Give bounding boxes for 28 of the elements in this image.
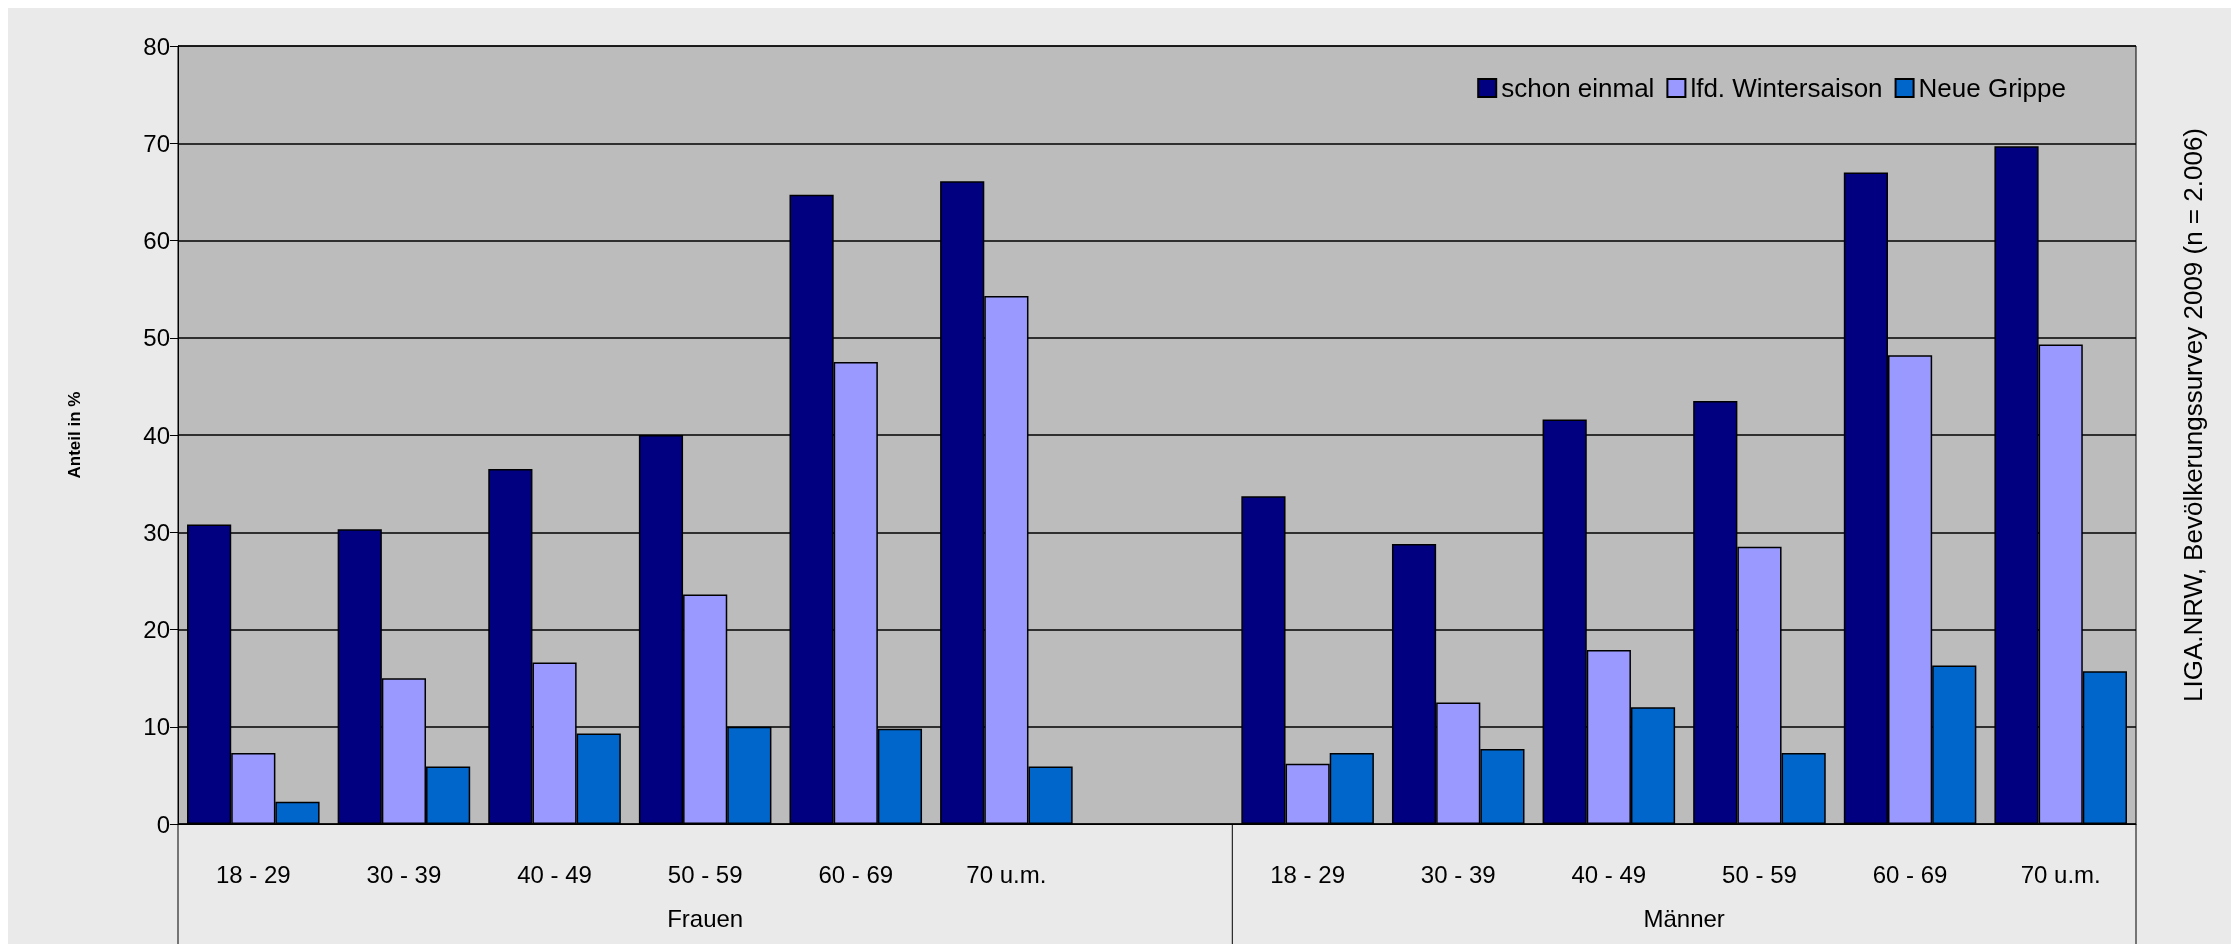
x-tick-label: 60 - 69 xyxy=(818,860,894,888)
y-tick-label: 30 xyxy=(143,518,170,546)
y-tick-label: 80 xyxy=(143,32,170,60)
x-tick-label: 18 - 29 xyxy=(215,860,291,888)
y-tick-label: 60 xyxy=(143,227,170,254)
x-tick-label: 30 - 39 xyxy=(1420,860,1496,888)
y-tick-label: 0 xyxy=(156,810,170,838)
text: Frauen xyxy=(667,904,744,932)
x-tick-label: 50 - 59 xyxy=(1722,860,1797,888)
x-tick-label: 60 - 69 xyxy=(1872,860,1948,888)
x-tick-label: 40 - 49 xyxy=(1571,860,1647,888)
x-tick-label: 70 u.m. xyxy=(966,860,1047,888)
x-tick-label: 70 u.m. xyxy=(2020,860,2101,888)
x-tick-label: 18 - 29 xyxy=(1270,860,1345,888)
text: Männer xyxy=(1643,904,1725,932)
y-axis-title: Anteil in % xyxy=(65,391,84,479)
y-tick-label: 50 xyxy=(143,324,170,352)
y-tick-label: 40 xyxy=(143,421,170,449)
y-tick-label: 10 xyxy=(143,713,170,741)
legend-label: lfd. Wintersaison xyxy=(1690,73,1883,103)
x-tick-label: 40 - 49 xyxy=(517,860,592,888)
x-tick-label: 50 - 59 xyxy=(667,860,743,888)
x-tick-label: 30 - 39 xyxy=(366,860,442,888)
y-tick-label: 20 xyxy=(143,616,170,643)
y-tick-label: 70 xyxy=(143,129,170,157)
legend-label: schon einmal xyxy=(1501,73,1655,103)
text: LIGA.NRW, Bevölkerungssurvey 2009 (n = 2.006) xyxy=(2178,128,2208,702)
legend-label: Neue Grippe xyxy=(1918,73,2066,103)
